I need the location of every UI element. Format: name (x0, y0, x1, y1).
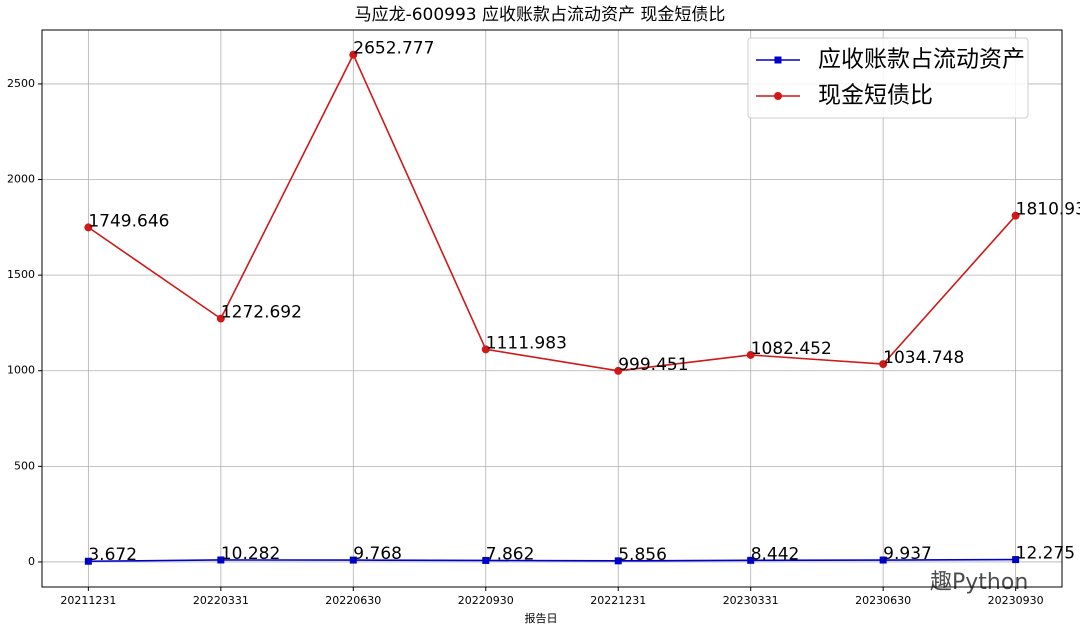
y-tick-label: 2000 (7, 173, 35, 186)
data-label: 9.937 (883, 544, 932, 564)
x-tick-label: 20220630 (325, 594, 381, 607)
data-label: 12.275 (1016, 544, 1075, 564)
data-point (879, 360, 888, 369)
x-tick-label: 20230930 (988, 594, 1044, 607)
data-point (1011, 211, 1020, 220)
data-label: 5.856 (618, 545, 667, 565)
data-point (746, 350, 755, 359)
series-line (87, 52, 1017, 372)
x-tick-label: 20220930 (458, 594, 514, 607)
data-point (1012, 556, 1020, 564)
data-label: 9.768 (353, 544, 402, 564)
data-label: 1111.983 (486, 333, 567, 353)
y-tick-label: 2500 (7, 77, 35, 90)
x-tick-label: 20211231 (60, 594, 116, 607)
legend-label: 现金短债比 (818, 83, 933, 109)
data-label: 1034.748 (883, 348, 964, 368)
legend-label: 应收账款占流动资产 (818, 47, 1025, 73)
data-point (84, 223, 93, 232)
data-label: 1082.452 (751, 339, 832, 359)
series-line (88, 558, 1016, 563)
legend-box (747, 37, 1029, 119)
data-point (84, 557, 92, 565)
data-point (217, 556, 225, 564)
data-label: 1272.692 (221, 303, 302, 323)
legend-marker (774, 56, 782, 64)
data-point (481, 345, 490, 354)
data-point (614, 557, 622, 565)
x-tick-label: 20221231 (590, 594, 646, 607)
data-label: 3.672 (88, 545, 137, 565)
data-label: 999.451 (618, 355, 688, 375)
y-tick-label: 1500 (7, 268, 35, 281)
watermark: 趣Python (930, 570, 1028, 595)
chart-title: 马应龙-600993 应收账款占流动资产 现金短债比 (355, 5, 726, 25)
y-tick-label: 0 (28, 555, 35, 568)
data-point (349, 50, 358, 59)
data-point (349, 556, 357, 564)
data-point (747, 556, 755, 564)
y-tick-label: 500 (14, 459, 35, 472)
data-label: 1810.931 (1016, 200, 1080, 220)
data-label: 8.442 (751, 544, 800, 564)
data-point (614, 366, 623, 375)
data-label: 10.282 (221, 544, 280, 564)
data-label: 7.862 (486, 544, 535, 564)
data-label: 1749.646 (88, 211, 169, 231)
data-point (879, 556, 887, 564)
data-label: 2652.777 (353, 39, 434, 59)
y-tick-label: 1000 (7, 364, 35, 377)
legend-marker (774, 92, 782, 100)
x-axis-label: 报告日 (525, 611, 558, 625)
data-point (216, 314, 225, 323)
plot-frame (41, 29, 1063, 588)
data-point (482, 556, 490, 564)
x-tick-label: 20230630 (855, 594, 911, 607)
x-tick-label: 20220331 (193, 594, 249, 607)
x-tick-label: 20230331 (723, 594, 779, 607)
